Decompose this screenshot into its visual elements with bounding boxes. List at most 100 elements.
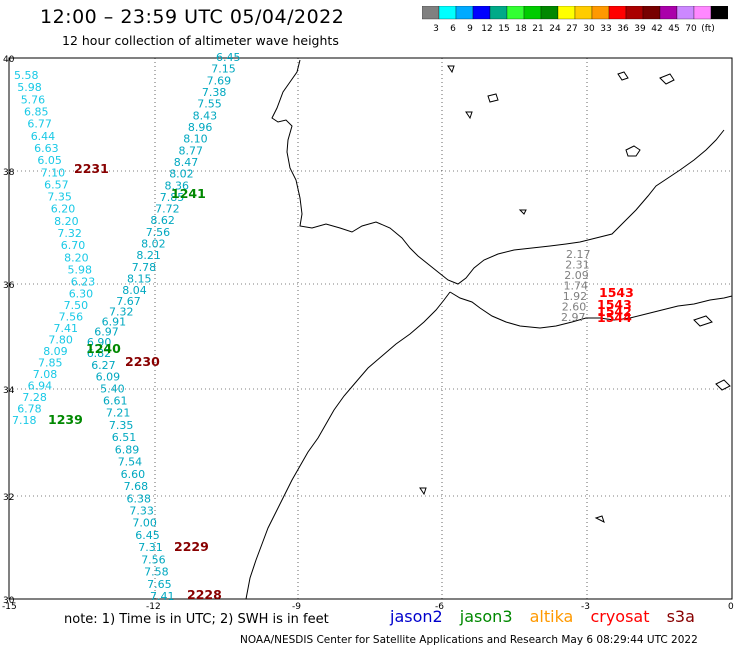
wave-height-label: 8.02 xyxy=(141,238,166,251)
wave-height-label: 5.40 xyxy=(100,382,125,395)
lat-label: 30 xyxy=(3,596,15,606)
pass-label-1543a: 1543 xyxy=(599,285,634,300)
wave-height-label: 6.97 xyxy=(94,326,119,339)
sat-altika: altika xyxy=(529,607,574,626)
legend-label: 27 xyxy=(566,24,577,34)
wave-height-label: 7.35 xyxy=(47,191,72,204)
wave-height-label: 7.54 xyxy=(118,456,143,469)
altimeter-track-a: 6.457.157.697.387.558.438.968.108.778.47… xyxy=(87,51,241,603)
wave-height-label: 6.27 xyxy=(91,359,116,372)
wave-height-label: 7.68 xyxy=(124,480,149,493)
legend-label: 18 xyxy=(515,24,527,34)
wave-height-label: 6.61 xyxy=(103,395,128,408)
lat-label: 34 xyxy=(3,386,15,396)
wave-height-label: 8.62 xyxy=(150,214,175,227)
wave-height-label: 6.44 xyxy=(31,130,56,143)
pass-label-2229: 2229 xyxy=(174,539,209,554)
wave-height-label: 7.78 xyxy=(132,261,157,274)
wave-height-label: 7.31 xyxy=(138,541,163,554)
wave-height-label: 8.47 xyxy=(174,156,199,169)
legend-label: 15 xyxy=(498,24,509,34)
footer-note: note: 1) Time is in UTC; 2) SWH is in fe… xyxy=(64,612,329,627)
wave-height-label: 5.98 xyxy=(68,264,93,277)
wave-height-label: 5.76 xyxy=(21,93,46,106)
wave-height-label: 7.35 xyxy=(109,419,133,432)
legend-label: 9 xyxy=(467,24,473,34)
wave-height-label: 2.09 xyxy=(564,269,589,282)
pass-label-1240: 1240 xyxy=(86,341,121,356)
satellite-legend: jason2 jason3 altika cryosat s3a xyxy=(390,607,695,626)
wave-height-label: 7.50 xyxy=(64,299,89,312)
wave-height-label: 5.98 xyxy=(17,81,42,94)
wave-height-label: 1.92 xyxy=(563,290,588,303)
wave-height-label: 6.91 xyxy=(102,316,127,329)
longitude-labels: -15 -12 -9 -6 -3 0 xyxy=(2,602,734,610)
wave-height-label: 7.56 xyxy=(59,311,84,324)
wave-height-label: 8.20 xyxy=(54,215,79,228)
wave-height-label: 8.02 xyxy=(169,168,194,181)
lon-label: 0 xyxy=(728,602,734,610)
wave-height-label: 7.56 xyxy=(146,226,171,239)
wave-height-label: 7.32 xyxy=(57,227,82,240)
legend-label: 42 xyxy=(651,24,662,34)
legend-label: 24 xyxy=(549,24,561,34)
coastline xyxy=(245,59,733,600)
pass-label-1544: 1544 xyxy=(597,310,632,325)
sat-s3a: s3a xyxy=(666,607,695,626)
wave-height-label: 6.63 xyxy=(34,142,59,155)
legend-label: (ft) xyxy=(701,24,715,34)
wave-height-label: 7.55 xyxy=(197,98,222,111)
sat-cryosat: cryosat xyxy=(590,607,650,626)
wave-height-label: 5.58 xyxy=(14,69,39,82)
legend-label: 36 xyxy=(617,24,629,34)
wave-height-label: 6.77 xyxy=(27,118,52,131)
legend-label: 30 xyxy=(583,24,595,34)
wave-height-label: 7.65 xyxy=(147,578,172,591)
wave-height-label: 7.41 xyxy=(54,322,79,335)
wave-height-label: 7.28 xyxy=(22,391,47,404)
sat-jason2: jason2 xyxy=(390,607,443,626)
graticule xyxy=(9,58,732,599)
wave-height-label: 7.33 xyxy=(129,505,154,518)
wave-height-label: 7.80 xyxy=(48,334,73,347)
wave-height-label: 6.85 xyxy=(24,106,49,119)
lon-label: -12 xyxy=(146,602,161,610)
wave-height-label: 7.08 xyxy=(33,368,58,381)
wave-height-label: 8.10 xyxy=(183,133,208,146)
lat-label: 32 xyxy=(3,493,14,503)
legend-label: 12 xyxy=(481,24,492,34)
pass-label-1241: 1241 xyxy=(171,186,206,201)
legend-label: 45 xyxy=(668,24,679,34)
wave-height-label: 7.10 xyxy=(41,166,65,179)
wave-height-label: 8.20 xyxy=(64,251,89,264)
legend-label: 39 xyxy=(634,24,646,34)
pass-label-2231: 2231 xyxy=(74,161,109,176)
wave-height-label: 7.00 xyxy=(132,517,157,530)
altimeter-track-b: 5.585.985.766.856.776.446.636.057.106.57… xyxy=(12,69,95,427)
wave-height-label: 7.69 xyxy=(207,74,232,87)
pass-labels: 2231 1241 1240 2230 1239 2229 2228 1543 … xyxy=(48,161,634,602)
wave-height-label: 8.43 xyxy=(193,109,218,122)
lat-label: 36 xyxy=(3,281,15,291)
wave-height-label: 6.94 xyxy=(28,380,52,393)
altimeter-map: 40 38 36 34 32 30 -15 -12 -9 -6 -3 0 6.4… xyxy=(2,51,734,610)
wave-height-label: 7.72 xyxy=(155,203,180,216)
wave-height-label: 7.15 xyxy=(211,63,236,76)
legend-label: 6 xyxy=(450,24,456,34)
lon-label: -9 xyxy=(292,602,301,610)
wave-height-label: 6.09 xyxy=(96,371,121,384)
map-subtitle: 12 hour collection of altimeter wave hei… xyxy=(62,33,339,48)
wave-height-label: 7.41 xyxy=(150,590,175,603)
altimeter-track-gray: 2.172.312.091.741.922.602.97 xyxy=(561,248,591,324)
wave-height-label: 6.38 xyxy=(127,492,152,505)
wave-height-label: 8.77 xyxy=(179,144,204,157)
wave-height-label: 7.21 xyxy=(106,407,130,420)
wave-height-label: 8.04 xyxy=(122,284,147,297)
credit-line: NOAA/NESDIS Center for Satellite Applica… xyxy=(240,634,698,646)
wave-height-label: 6.45 xyxy=(216,51,241,64)
wave-height-label: 6.05 xyxy=(37,154,62,167)
pass-label-1239: 1239 xyxy=(48,412,83,427)
pass-label-1542: 1542 xyxy=(597,304,632,319)
pass-label-2230: 2230 xyxy=(125,354,160,369)
